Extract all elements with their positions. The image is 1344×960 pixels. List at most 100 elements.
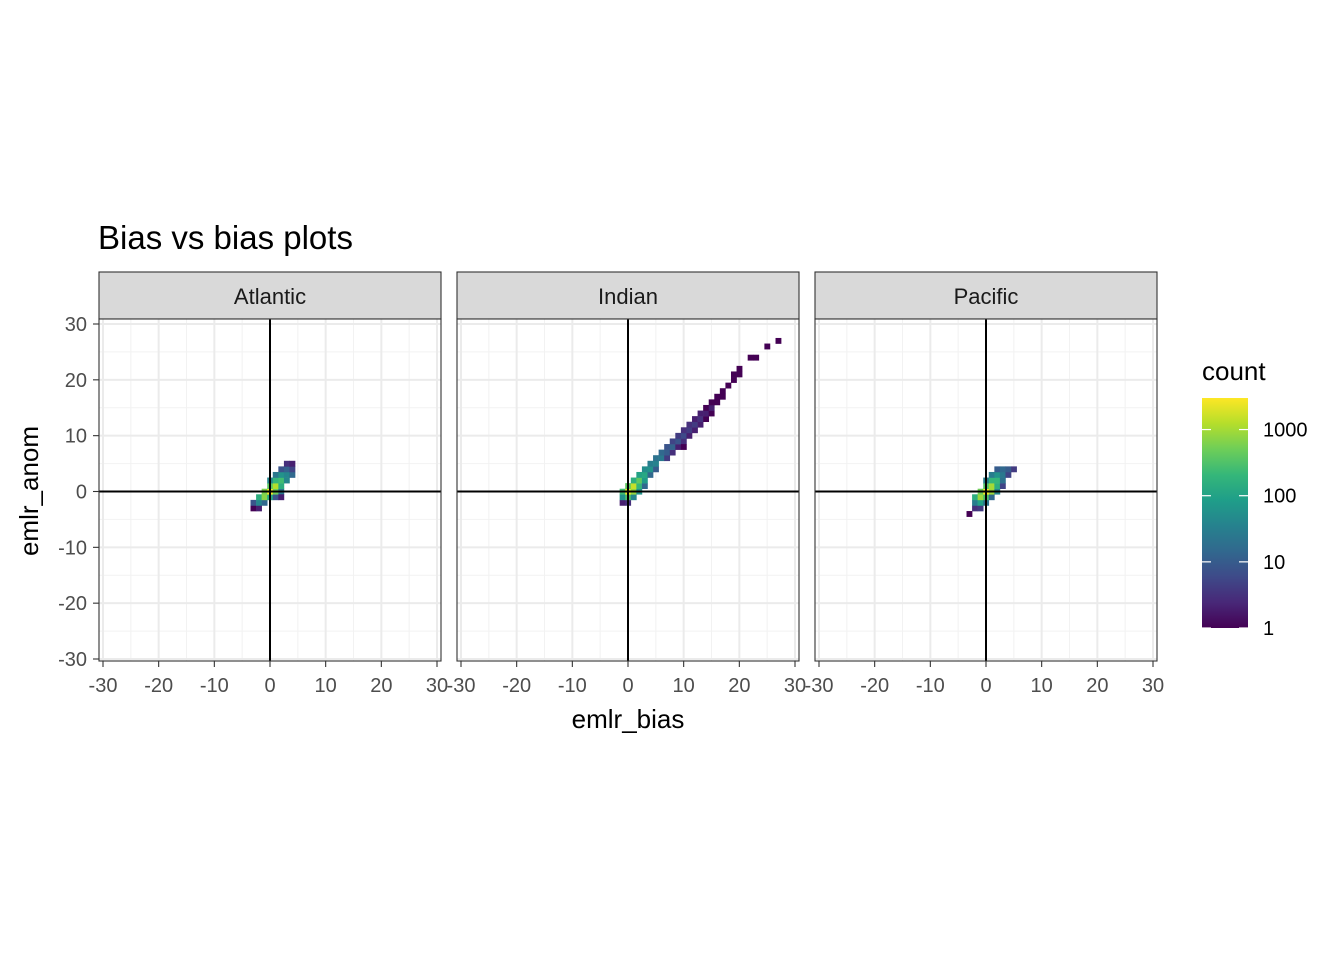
histogram-bin [250,505,257,512]
histogram-bin [658,455,665,462]
histogram-bin [972,505,978,512]
histogram-bin [256,499,262,506]
histogram-bin [1005,471,1012,478]
histogram-bin [692,416,698,423]
histogram-bin [283,471,290,478]
y-tick-label: -20 [58,593,87,615]
histogram-bin [283,477,290,484]
histogram-bin [972,494,978,501]
x-tick-label: 20 [728,675,750,697]
histogram-bin [994,477,1001,484]
histogram-bin [636,471,643,478]
histogram-bin [708,404,715,411]
histogram-bin [278,494,285,501]
histogram-bin [686,421,693,428]
histogram-bin [680,444,687,450]
facet-strip [456,271,800,320]
histogram-bin [730,377,737,383]
histogram-bin [641,466,648,473]
histogram-bin [278,477,285,484]
facet-indian: Indian -30 -20 -10 0 10 20 30 [447,271,806,697]
histogram-bin [775,337,782,344]
histogram-bin [664,444,671,450]
histogram-bin [736,365,743,372]
histogram-bin [272,494,279,501]
histogram-bin [977,494,984,501]
y-axis-title: emlr_anom [14,426,44,556]
x-tick-label: -30 [89,675,118,697]
histogram-bin [753,354,760,361]
histogram-bin [278,466,285,473]
histogram-bin [725,382,732,389]
legend-break-label: 1 [1263,618,1274,640]
histogram-bin [697,410,704,417]
histogram-bin [653,466,659,473]
histogram-bin [692,427,698,434]
facet-atlantic: Atlantic -30 -20 -10 0 10 20 30 -30 -20 -10 0 10 20 30 [58,271,448,697]
x-tick-label: -10 [916,675,945,697]
legend-break-label: 100 [1263,486,1296,508]
histogram-bin [708,399,715,406]
y-tick-label: 30 [65,314,87,336]
x-tick-label: 20 [370,675,392,697]
x-tick-label: 20 [1086,675,1108,697]
histogram-bin [641,477,648,484]
histogram-bin [1005,466,1012,473]
histogram-bin [272,477,279,484]
histogram-bin [977,499,984,506]
histogram-bin [630,494,637,501]
histogram-bin [630,477,637,484]
histogram-bin [988,477,995,484]
x-tick-label: 0 [622,675,633,697]
histogram-bin [994,471,1001,478]
histogram-bin [714,399,721,406]
y-tick-label: 10 [65,426,87,448]
x-tick-label: 30 [426,675,448,697]
histogram-bin [703,404,710,411]
histogram-bin [994,483,1001,490]
histogram-bin [256,494,262,501]
histogram-bin [283,460,290,467]
histogram-bin [999,483,1006,490]
histogram-bin [272,471,279,478]
y-tick-label: -30 [58,649,87,671]
x-tick-label: -10 [200,675,229,697]
histogram-bin [686,432,693,439]
histogram-bin [669,444,676,450]
x-tick-label: 10 [673,675,695,697]
histogram-bin [719,393,726,400]
histogram-bin [747,354,754,361]
histogram-bin [261,499,268,506]
histogram-bin [999,477,1006,484]
histogram-bin [658,449,665,456]
histogram-bin [256,505,262,512]
histogram-bin [686,427,693,434]
facet-strip-label: Indian [598,284,658,309]
histogram-bin [641,483,648,490]
histogram-bin [278,483,285,490]
histogram-bin [988,494,995,501]
x-tick-label: 10 [1031,675,1053,697]
histogram-bin [675,438,682,445]
histogram-bin [692,421,698,428]
x-tick-label: -10 [558,675,587,697]
histogram-bin [736,371,743,378]
x-tick-label: 30 [1142,675,1164,697]
histogram-bin [988,471,995,478]
x-tick-label: -30 [805,675,834,697]
x-axis-title: emlr_bias [572,704,685,734]
histogram-bin [664,455,671,462]
x-tick-label: 30 [784,675,806,697]
x-tick-label: 0 [980,675,991,697]
legend-title: count [1202,356,1266,386]
legend-colorbar [1202,398,1248,628]
histogram-bin [289,466,296,473]
histogram-bin [680,438,687,445]
legend-break-label: 10 [1263,552,1285,574]
histogram-bin [697,421,704,428]
histogram-bin [697,416,704,423]
histogram-bin [966,511,973,517]
histogram-bin [630,483,637,490]
x-tick-label: -20 [144,675,173,697]
facet-strip-label: Atlantic [234,284,306,309]
